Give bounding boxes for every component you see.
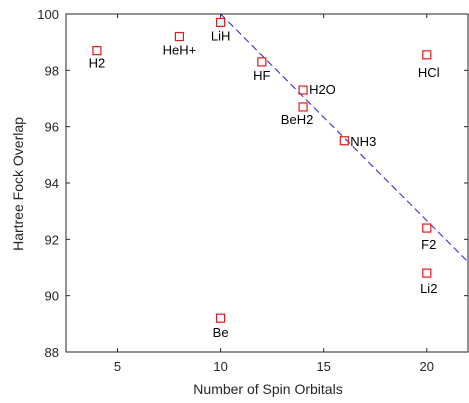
data-point-beh2 <box>298 102 308 112</box>
axes-layer: 5 10 15 20 88 90 92 94 96 98 100 <box>37 7 469 374</box>
data-point-h2o <box>298 85 308 95</box>
x-axis-label: Number of Spin Orbitals <box>193 381 342 397</box>
data-point-lih <box>216 17 226 28</box>
point-label-hehplus: HeH+ <box>163 43 197 58</box>
point-label-beh2: BeH2 <box>281 112 314 127</box>
y-tick-label: 96 <box>45 120 59 135</box>
y-axis-label: Hartree Fock Overlap <box>10 117 26 251</box>
y-tick-label: 88 <box>45 345 59 360</box>
point-label-be: Be <box>213 325 229 340</box>
point-label-hcl: HCl <box>418 65 440 80</box>
data-point-nh3 <box>339 136 349 146</box>
point-label-h2o: H2O <box>309 82 336 97</box>
x-tick-label: 15 <box>316 359 330 374</box>
data-point-be <box>216 313 226 323</box>
data-point-li2 <box>422 268 432 278</box>
plot-frame <box>65 13 469 353</box>
point-label-lih: LiH <box>211 28 231 43</box>
fit-line <box>220 13 469 263</box>
data-point-hf <box>257 57 267 67</box>
point-label-h2: H2 <box>89 56 106 71</box>
x-tick-label: 20 <box>420 359 434 374</box>
points-layer <box>92 17 432 323</box>
data-point-hehplus <box>174 31 184 42</box>
point-label-f2: F2 <box>421 237 436 252</box>
fit-line-layer <box>220 13 469 263</box>
y-tick-label: 98 <box>45 63 59 78</box>
point-labels-layer: H2 HeH+ LiH Be HF H2O BeH2 NH3 HCl F2 Li2 <box>89 28 440 340</box>
y-tick-label: 92 <box>45 232 59 247</box>
x-tick-label: 10 <box>213 359 227 374</box>
data-point-h2 <box>92 46 102 56</box>
data-point-hcl <box>422 50 432 60</box>
y-tick-label: 100 <box>37 7 59 22</box>
point-label-nh3: NH3 <box>350 134 376 149</box>
point-label-hf: HF <box>253 68 270 83</box>
data-point-f2 <box>422 223 432 233</box>
point-label-li2: Li2 <box>420 281 437 296</box>
y-tick-label: 90 <box>45 289 59 304</box>
y-tick-label: 94 <box>45 176 59 191</box>
x-tick-label: 5 <box>114 359 121 374</box>
